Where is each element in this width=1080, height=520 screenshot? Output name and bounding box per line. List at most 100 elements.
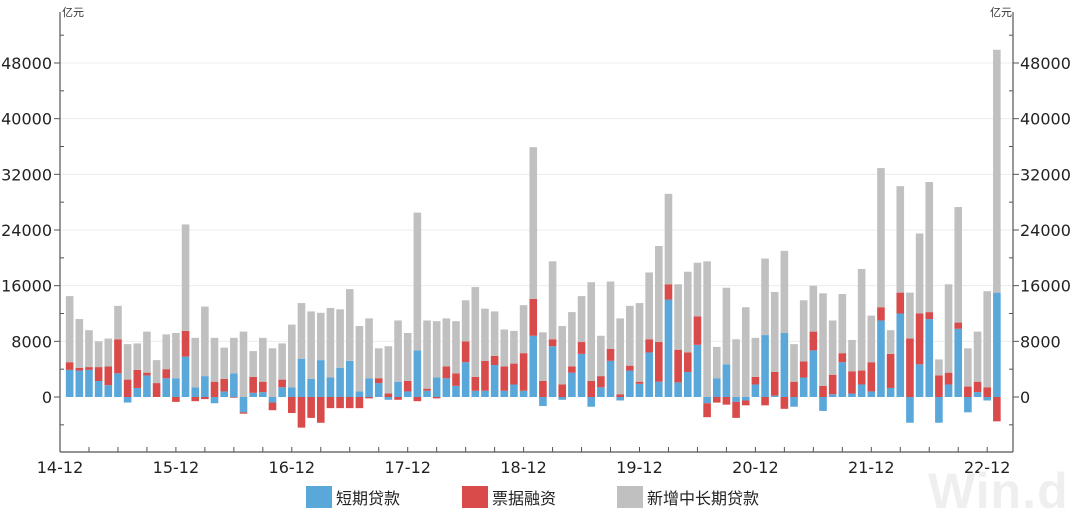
bar-group-20-01[interactable] — [645, 272, 653, 397]
bar-segment[interactable] — [413, 350, 422, 397]
bar-segment[interactable] — [220, 391, 228, 397]
bar-group-21-01[interactable] — [761, 258, 769, 406]
bar-segment[interactable] — [172, 378, 180, 397]
bar-segment[interactable] — [461, 300, 470, 342]
bar-group-22-08[interactable] — [944, 284, 953, 397]
bar-segment[interactable] — [471, 390, 480, 397]
bar-segment[interactable] — [655, 246, 663, 343]
bar-group-17-01[interactable] — [297, 303, 306, 428]
bar-segment[interactable] — [799, 300, 808, 362]
bar-group-22-03[interactable] — [896, 186, 905, 397]
bar-segment[interactable] — [635, 303, 644, 382]
bar-segment[interactable] — [278, 387, 286, 397]
bar-segment[interactable] — [683, 371, 692, 397]
bar-group-16-03[interactable] — [201, 306, 209, 400]
bar-segment[interactable] — [65, 296, 74, 363]
bar-segment[interactable] — [954, 328, 963, 397]
bar-segment[interactable] — [983, 291, 991, 388]
bar-group-22-11[interactable] — [973, 331, 982, 397]
bar-segment[interactable] — [577, 296, 586, 343]
bar-group-17-03[interactable] — [316, 312, 325, 423]
bar-segment[interactable] — [751, 337, 760, 377]
bar-group-16-12[interactable] — [288, 324, 296, 414]
bar-group-17-06[interactable] — [345, 289, 354, 409]
bar-segment[interactable] — [345, 397, 354, 409]
bar-segment[interactable] — [906, 292, 914, 339]
bar-segment[interactable] — [915, 364, 924, 397]
bar-group-15-06[interactable] — [114, 305, 122, 397]
bar-segment[interactable] — [268, 402, 277, 411]
bar-group-19-01[interactable] — [529, 147, 538, 397]
bar-segment[interactable] — [423, 388, 431, 391]
bar-segment[interactable] — [790, 397, 798, 407]
bar-segment[interactable] — [645, 272, 653, 340]
bar-segment[interactable] — [857, 370, 866, 385]
bar-segment[interactable] — [838, 294, 847, 354]
bar-group-21-07[interactable] — [819, 293, 827, 411]
bar-segment[interactable] — [123, 344, 132, 380]
bar-segment[interactable] — [114, 339, 122, 374]
bar-segment[interactable] — [75, 370, 84, 397]
bar-group-15-01[interactable] — [65, 296, 74, 397]
bar-segment[interactable] — [326, 397, 335, 409]
bar-segment[interactable] — [558, 384, 567, 397]
bar-segment[interactable] — [268, 397, 277, 403]
bar-segment[interactable] — [529, 298, 538, 336]
bar-segment[interactable] — [220, 378, 228, 392]
bar-group-18-05[interactable] — [452, 321, 460, 397]
bar-segment[interactable] — [133, 387, 142, 397]
bar-group-17-07[interactable] — [355, 326, 364, 409]
bar-segment[interactable] — [703, 403, 711, 418]
bar-group-20-08[interactable] — [712, 346, 721, 403]
bar-segment[interactable] — [703, 261, 711, 397]
bar-segment[interactable] — [104, 366, 113, 386]
bar-segment[interactable] — [374, 383, 383, 397]
bar-group-19-07[interactable] — [587, 282, 596, 407]
bar-segment[interactable] — [75, 319, 84, 368]
bar-segment[interactable] — [732, 339, 740, 397]
bar-segment[interactable] — [104, 338, 113, 367]
bar-group-19-08[interactable] — [597, 335, 605, 397]
bar-segment[interactable] — [85, 330, 93, 368]
bar-segment[interactable] — [442, 378, 451, 397]
bar-segment[interactable] — [828, 374, 837, 395]
bar-group-16-02[interactable] — [191, 337, 200, 402]
bar-segment[interactable] — [944, 372, 953, 385]
bar-segment[interactable] — [616, 397, 624, 401]
legend-item-new-medium-long-term-loans[interactable]: 新增中长期贷款 — [617, 484, 759, 510]
bar-group-15-05[interactable] — [104, 338, 113, 397]
bar-group-16-09[interactable] — [259, 337, 267, 397]
bar-group-19-06[interactable] — [577, 296, 586, 397]
bar-segment[interactable] — [432, 397, 441, 399]
bar-group-20-06[interactable] — [693, 262, 702, 397]
bar-segment[interactable] — [944, 384, 953, 397]
bar-segment[interactable] — [606, 281, 615, 349]
bar-segment[interactable] — [210, 337, 219, 382]
bar-segment[interactable] — [751, 376, 760, 385]
bar-group-19-10[interactable] — [616, 318, 624, 401]
bar-segment[interactable] — [345, 360, 354, 397]
bar-segment[interactable] — [539, 380, 547, 397]
bar-segment[interactable] — [761, 397, 769, 406]
bar-group-20-04[interactable] — [674, 284, 682, 397]
bar-segment[interactable] — [558, 397, 567, 400]
bar-segment[interactable] — [288, 324, 296, 388]
bar-segment[interactable] — [278, 379, 286, 388]
bar-group-21-11[interactable] — [857, 268, 866, 397]
bar-segment[interactable] — [297, 358, 306, 397]
bar-segment[interactable] — [587, 380, 596, 397]
bar-segment[interactable] — [867, 391, 876, 397]
bar-segment[interactable] — [741, 307, 750, 397]
bar-segment[interactable] — [413, 397, 422, 402]
bar-segment[interactable] — [481, 390, 489, 397]
bar-segment[interactable] — [394, 397, 402, 400]
bar-segment[interactable] — [973, 392, 982, 397]
bar-group-20-07[interactable] — [703, 261, 711, 418]
bar-segment[interactable] — [365, 378, 373, 397]
bar-segment[interactable] — [645, 339, 653, 353]
bar-segment[interactable] — [75, 367, 84, 371]
bar-segment[interactable] — [249, 376, 257, 393]
bar-segment[interactable] — [326, 377, 335, 397]
bar-segment[interactable] — [500, 390, 509, 397]
bar-segment[interactable] — [539, 397, 547, 407]
